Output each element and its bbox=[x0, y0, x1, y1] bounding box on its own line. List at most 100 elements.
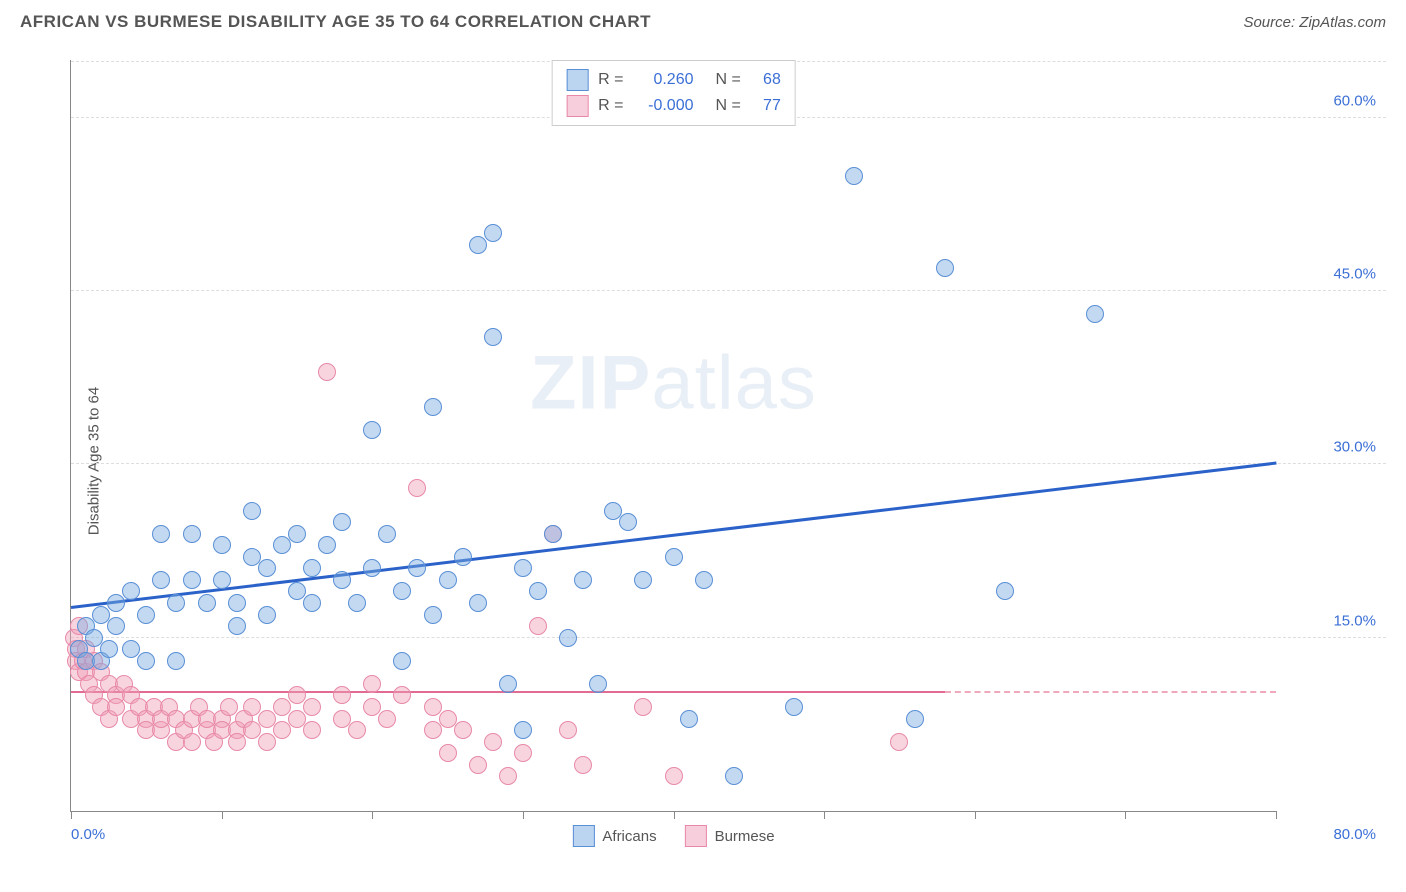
data-point bbox=[258, 559, 276, 577]
data-point bbox=[100, 640, 118, 658]
data-point bbox=[469, 756, 487, 774]
chart-header: AFRICAN VS BURMESE DISABILITY AGE 35 TO … bbox=[0, 0, 1406, 40]
data-point bbox=[393, 582, 411, 600]
data-point bbox=[439, 744, 457, 762]
data-point bbox=[725, 767, 743, 785]
data-point bbox=[363, 421, 381, 439]
data-point bbox=[890, 733, 908, 751]
data-point bbox=[303, 698, 321, 716]
legend-n-label: N = bbox=[716, 97, 741, 115]
watermark: ZIPatlas bbox=[530, 339, 817, 426]
data-point bbox=[152, 571, 170, 589]
data-point bbox=[424, 721, 442, 739]
data-point bbox=[258, 606, 276, 624]
data-point bbox=[167, 594, 185, 612]
data-point bbox=[408, 559, 426, 577]
y-tick-label: 60.0% bbox=[1333, 92, 1376, 109]
data-point bbox=[333, 571, 351, 589]
data-point bbox=[318, 363, 336, 381]
legend-stat-row: R =0.260N =68 bbox=[566, 67, 781, 93]
data-point bbox=[514, 744, 532, 762]
x-tick bbox=[975, 811, 976, 819]
watermark-bold: ZIP bbox=[530, 340, 651, 425]
y-tick-label: 15.0% bbox=[1333, 612, 1376, 629]
data-point bbox=[544, 525, 562, 543]
data-point bbox=[424, 398, 442, 416]
watermark-rest: atlas bbox=[651, 340, 817, 425]
data-point bbox=[514, 721, 532, 739]
data-point bbox=[348, 594, 366, 612]
data-point bbox=[318, 536, 336, 554]
data-point bbox=[454, 721, 472, 739]
legend-r-label: R = bbox=[598, 97, 623, 115]
data-point bbox=[363, 675, 381, 693]
data-point bbox=[137, 606, 155, 624]
legend-r-value: 0.260 bbox=[634, 71, 694, 89]
data-point bbox=[469, 236, 487, 254]
data-point bbox=[695, 571, 713, 589]
data-point bbox=[333, 686, 351, 704]
data-point bbox=[107, 594, 125, 612]
data-point bbox=[529, 582, 547, 600]
data-point bbox=[303, 559, 321, 577]
y-tick-label: 30.0% bbox=[1333, 439, 1376, 456]
data-point bbox=[137, 652, 155, 670]
chart-area: Disability Age 35 to 64 ZIPatlas R =0.26… bbox=[20, 50, 1386, 872]
data-point bbox=[424, 606, 442, 624]
legend-stats: R =0.260N =68R =-0.000N =77 bbox=[551, 60, 796, 126]
x-tick bbox=[674, 811, 675, 819]
data-point bbox=[228, 617, 246, 635]
data-point bbox=[680, 710, 698, 728]
legend-series-item: Africans bbox=[572, 825, 656, 847]
data-point bbox=[408, 479, 426, 497]
data-point bbox=[393, 686, 411, 704]
gridline bbox=[71, 290, 1386, 291]
data-point bbox=[1086, 305, 1104, 323]
legend-series-item: Burmese bbox=[685, 825, 775, 847]
gridline bbox=[71, 637, 1386, 638]
x-axis-max-label: 80.0% bbox=[1333, 826, 1376, 843]
legend-n-value: 77 bbox=[751, 97, 781, 115]
legend-r-label: R = bbox=[598, 71, 623, 89]
gridline bbox=[71, 463, 1386, 464]
data-point bbox=[258, 733, 276, 751]
legend-swatch bbox=[566, 95, 588, 117]
data-point bbox=[665, 548, 683, 566]
data-point bbox=[243, 502, 261, 520]
data-point bbox=[348, 721, 366, 739]
data-point bbox=[303, 594, 321, 612]
data-point bbox=[213, 536, 231, 554]
data-point bbox=[906, 710, 924, 728]
legend-series-label: Africans bbox=[602, 828, 656, 845]
data-point bbox=[198, 594, 216, 612]
data-point bbox=[273, 536, 291, 554]
y-tick-label: 45.0% bbox=[1333, 266, 1376, 283]
legend-swatch bbox=[566, 69, 588, 91]
legend-series-label: Burmese bbox=[715, 828, 775, 845]
data-point bbox=[514, 559, 532, 577]
data-point bbox=[634, 571, 652, 589]
data-point bbox=[378, 710, 396, 728]
data-point bbox=[122, 582, 140, 600]
data-point bbox=[665, 767, 683, 785]
data-point bbox=[936, 259, 954, 277]
chart-source: Source: ZipAtlas.com bbox=[1243, 14, 1386, 31]
data-point bbox=[183, 571, 201, 589]
legend-stat-row: R =-0.000N =77 bbox=[566, 93, 781, 119]
data-point bbox=[333, 513, 351, 531]
data-point bbox=[469, 594, 487, 612]
data-point bbox=[484, 733, 502, 751]
data-point bbox=[167, 652, 185, 670]
data-point bbox=[574, 571, 592, 589]
data-point bbox=[454, 548, 472, 566]
trend-line-dash bbox=[945, 691, 1276, 693]
data-point bbox=[484, 224, 502, 242]
data-point bbox=[183, 525, 201, 543]
data-point bbox=[393, 652, 411, 670]
x-tick bbox=[1276, 811, 1277, 819]
x-tick bbox=[523, 811, 524, 819]
data-point bbox=[213, 571, 231, 589]
x-axis-min-label: 0.0% bbox=[71, 826, 105, 843]
x-tick bbox=[222, 811, 223, 819]
x-tick bbox=[71, 811, 72, 819]
